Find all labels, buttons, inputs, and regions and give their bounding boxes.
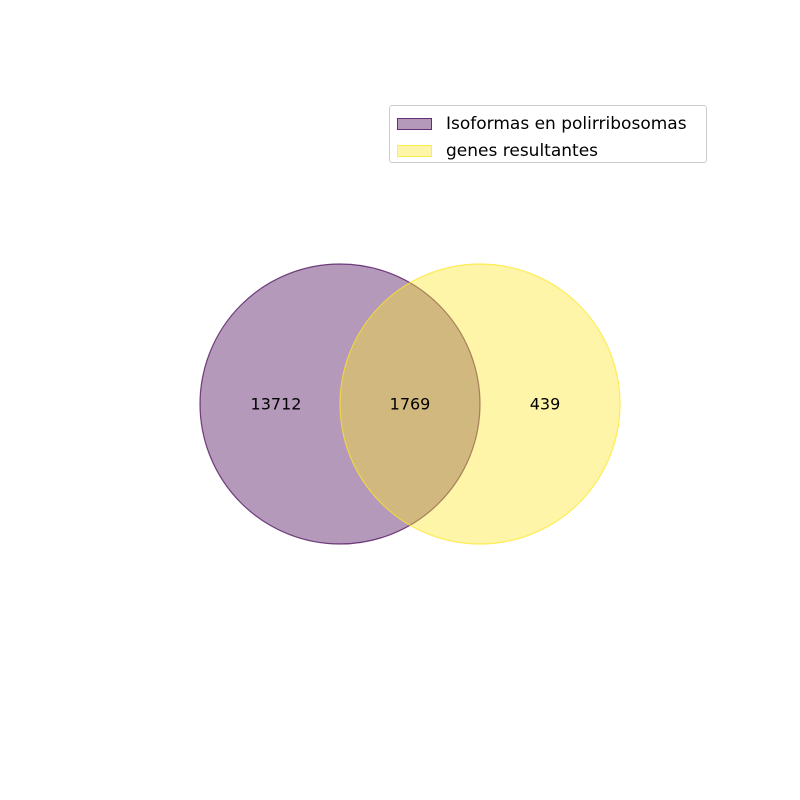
- legend: Isoformas en polirribosomas genes result…: [389, 105, 707, 163]
- legend-item-genes: genes resultantes: [397, 137, 698, 164]
- region-count-overlap: 1769: [390, 395, 431, 414]
- legend-label-isoformas: Isoformas en polirribosomas: [446, 113, 687, 134]
- region-count-only-a: 13712: [251, 395, 302, 414]
- legend-label-genes: genes resultantes: [446, 140, 599, 161]
- legend-item-isoformas: Isoformas en polirribosomas: [397, 110, 698, 137]
- region-count-only-b: 439: [530, 395, 561, 414]
- legend-swatch-isoformas: [397, 117, 432, 130]
- legend-swatch-genes: [397, 144, 432, 157]
- set-circle-genes: [339, 263, 621, 545]
